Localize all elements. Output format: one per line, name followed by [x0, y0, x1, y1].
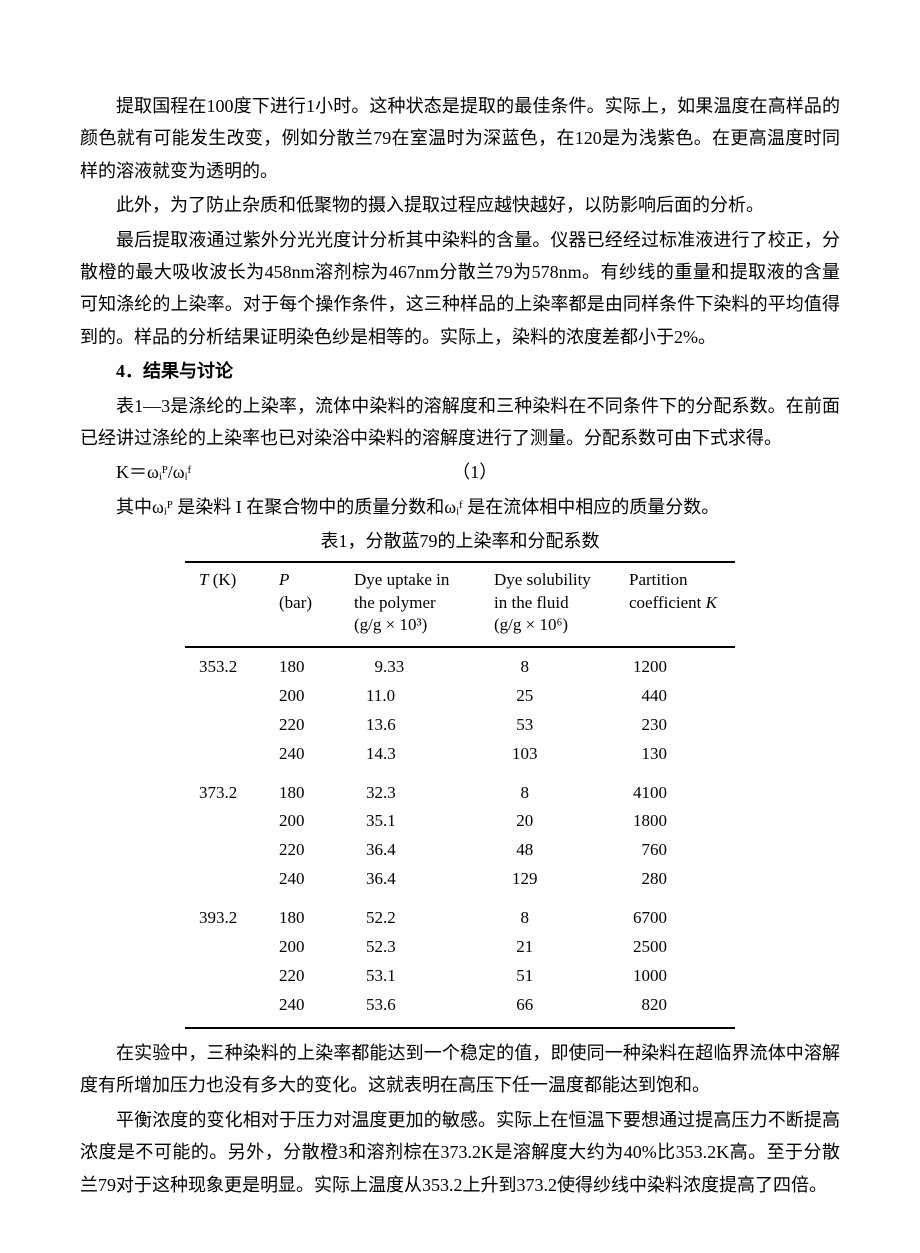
table-row: 22013.6 53 230 [185, 711, 735, 740]
cell-coefficient: 4100 [615, 774, 735, 808]
cell-temperature [185, 865, 265, 899]
cell-pressure: 180 [265, 774, 340, 808]
cell-coefficient: 440 [615, 682, 735, 711]
cell-uptake: 13.6 [340, 711, 480, 740]
cell-uptake: 32.3 [340, 774, 480, 808]
cell-uptake: 14.3 [340, 740, 480, 774]
cell-temperature: 373.2 [185, 774, 265, 808]
cell-temperature [185, 962, 265, 991]
table-header-row: T (K) P (bar) Dye uptake inthe polymer(g… [185, 562, 735, 646]
cell-pressure: 180 [265, 899, 340, 933]
cell-solubility: 8 [480, 774, 615, 808]
cell-coefficient: 2500 [615, 933, 735, 962]
cell-uptake: 9.33 [340, 647, 480, 682]
table-row: 24014.3103 130 [185, 740, 735, 774]
cell-pressure: 240 [265, 865, 340, 899]
cell-coefficient: 820 [615, 991, 735, 1028]
cell-coefficient: 1800 [615, 807, 735, 836]
cell-solubility: 21 [480, 933, 615, 962]
cell-pressure: 180 [265, 647, 340, 682]
table-row: 353.2180 9.33 81200 [185, 647, 735, 682]
paragraph-uv-analysis: 最后提取液通过紫外分光光度计分析其中染料的含量。仪器已经经过标准液进行了校正，分… [80, 224, 840, 354]
cell-temperature [185, 682, 265, 711]
cell-solubility: 103 [480, 740, 615, 774]
col-header-pressure: P (bar) [265, 562, 340, 646]
cell-solubility: 8 [480, 899, 615, 933]
cell-solubility: 48 [480, 836, 615, 865]
col-header-coefficient: Partitioncoefficient K [615, 562, 735, 646]
table-title: 表1，分散蓝79的上染率和分配系数 [80, 525, 840, 557]
paragraph-extraction: 提取国程在100度下进行1小时。这种状态是提取的最佳条件。实际上，如果温度在高样… [80, 90, 840, 187]
table-row: 20035.1 201800 [185, 807, 735, 836]
cell-solubility: 8 [480, 647, 615, 682]
cell-uptake: 52.3 [340, 933, 480, 962]
cell-uptake: 36.4 [340, 865, 480, 899]
paragraph-equilibrium: 平衡浓度的变化相对于压力对温度更加的敏感。实际上在恒温下要想通过提高压力不断提高… [80, 1104, 840, 1201]
cell-temperature [185, 991, 265, 1028]
cell-pressure: 220 [265, 711, 340, 740]
cell-coefficient: 1200 [615, 647, 735, 682]
cell-pressure: 220 [265, 962, 340, 991]
cell-pressure: 240 [265, 991, 340, 1028]
cell-solubility: 20 [480, 807, 615, 836]
cell-solubility: 25 [480, 682, 615, 711]
cell-uptake: 35.1 [340, 807, 480, 836]
cell-temperature [185, 933, 265, 962]
cell-pressure: 200 [265, 807, 340, 836]
table-body: 353.2180 9.33 8120020011.0 25 44022013.6… [185, 647, 735, 1028]
cell-temperature [185, 807, 265, 836]
paragraph-impurities: 此外，为了防止杂质和低聚物的摄入提取过程应越快越好，以防影响后面的分析。 [80, 189, 840, 221]
paragraph-tables-intro: 表1—3是涤纶的上染率，流体中染料的溶解度和三种染料在不同条件下的分配系数。在前… [80, 390, 840, 455]
cell-uptake: 36.4 [340, 836, 480, 865]
cell-coefficient: 280 [615, 865, 735, 899]
cell-coefficient: 130 [615, 740, 735, 774]
cell-solubility: 129 [480, 865, 615, 899]
cell-temperature [185, 836, 265, 865]
cell-coefficient: 760 [615, 836, 735, 865]
col-header-uptake: Dye uptake inthe polymer(g/g × 10³) [340, 562, 480, 646]
cell-uptake: 52.2 [340, 899, 480, 933]
cell-uptake: 53.6 [340, 991, 480, 1028]
cell-temperature: 393.2 [185, 899, 265, 933]
cell-pressure: 200 [265, 682, 340, 711]
partition-coefficient-table: T (K) P (bar) Dye uptake inthe polymer(g… [185, 561, 735, 1029]
col-header-temperature: T (K) [185, 562, 265, 646]
cell-solubility: 66 [480, 991, 615, 1028]
table-row: 20011.0 25 440 [185, 682, 735, 711]
table-row: 20052.3 212500 [185, 933, 735, 962]
cell-coefficient: 230 [615, 711, 735, 740]
cell-pressure: 200 [265, 933, 340, 962]
cell-coefficient: 6700 [615, 899, 735, 933]
section-heading-results: 4．结果与讨论 [80, 355, 840, 387]
cell-uptake: 53.1 [340, 962, 480, 991]
cell-temperature: 353.2 [185, 647, 265, 682]
formula-description: 其中ωᵢᴾ 是染料 I 在聚合物中的质量分数和ωᵢᶠ 是在流体相中相应的质量分数… [80, 491, 840, 523]
table-row: 373.218032.3 84100 [185, 774, 735, 808]
cell-temperature [185, 740, 265, 774]
col-header-solubility: Dye solubilityin the fluid(g/g × 10⁶) [480, 562, 615, 646]
cell-coefficient: 1000 [615, 962, 735, 991]
cell-temperature [185, 711, 265, 740]
formula-partition-coef: K＝ωᵢᴾ/ωᵢᶠ （1） [80, 456, 840, 488]
cell-solubility: 51 [480, 962, 615, 991]
table-row: 22053.1 511000 [185, 962, 735, 991]
table-row: 24036.4129 280 [185, 865, 735, 899]
cell-pressure: 220 [265, 836, 340, 865]
cell-solubility: 53 [480, 711, 615, 740]
cell-pressure: 240 [265, 740, 340, 774]
paragraph-stable-values: 在实验中，三种染料的上染率都能达到一个稳定的值，即使同一种染料在超临界流体中溶解… [80, 1037, 840, 1102]
table-row: 24053.6 66 820 [185, 991, 735, 1028]
table-row: 393.218052.2 86700 [185, 899, 735, 933]
table-row: 22036.4 48 760 [185, 836, 735, 865]
cell-uptake: 11.0 [340, 682, 480, 711]
